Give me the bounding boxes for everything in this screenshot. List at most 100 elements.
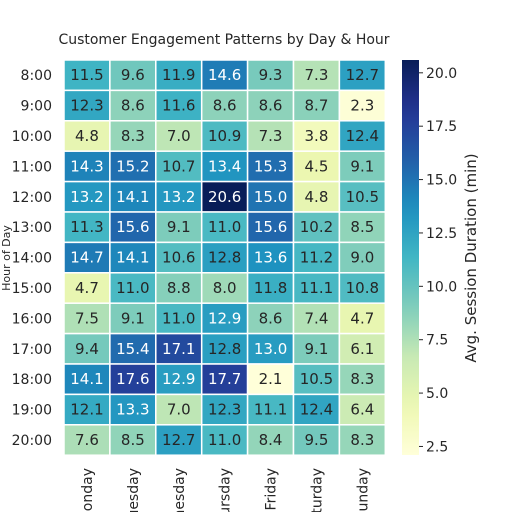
cell-value-label: 10.6	[162, 249, 195, 267]
x-tick-labels: Monday Tuesday Wednesday Thursday Friday Satu…	[80, 468, 371, 512]
x-tick-label: Tuesday	[126, 468, 142, 512]
cell-value-label: 13.4	[208, 157, 241, 175]
colorbar-tick-label: 12.5	[426, 226, 457, 242]
heatmap-cell	[338, 424, 387, 456]
cell-value-label: 17.7	[208, 370, 241, 388]
cell-value-label: 15.0	[254, 188, 287, 206]
cell-value-label: 11.1	[254, 401, 287, 419]
cell-value-label: 11.9	[162, 66, 195, 84]
cell-value-label: 8.7	[305, 97, 329, 115]
heatmap-cell	[292, 59, 341, 92]
cell-value-label: 14.1	[70, 370, 103, 388]
y-tick-label: 14:00	[12, 251, 52, 267]
cell-value-label: 10.9	[208, 127, 241, 145]
x-tick-label: Sunday	[355, 468, 371, 512]
cell-value-label: 11.6	[162, 97, 195, 115]
cell-value-label: 10.2	[300, 218, 333, 236]
y-tick-label: 10:00	[12, 129, 52, 145]
x-tick-label: Friday	[264, 468, 280, 510]
cell-value-label: 11.0	[162, 309, 195, 327]
cell-value-label: 10.5	[300, 370, 333, 388]
cell-value-label: 2.1	[259, 370, 283, 388]
colorbar-tick-label: 20.0	[426, 66, 457, 82]
heatmap-cell	[292, 180, 341, 213]
heatmap-cell	[200, 241, 249, 274]
cell-value-label: 9.1	[305, 340, 329, 358]
cell-value-label: 11.3	[70, 218, 103, 236]
heatmap-cell	[109, 211, 157, 244]
heatmap-cell	[292, 211, 341, 244]
y-tick-label: 13:00	[12, 220, 52, 236]
y-axis-label: Hour of Day	[0, 225, 13, 291]
heatmap-cell	[246, 424, 295, 456]
y-tick-labels: 8:00 9:00 10:00 11:00 12:00 13:00 14:00 15:00 16…	[12, 68, 52, 449]
y-tick-label: 20:00	[12, 433, 52, 449]
cell-value-label: 13.3	[116, 401, 149, 419]
heatmap-cell	[292, 332, 341, 365]
heatmap-cell	[200, 272, 249, 304]
heatmap-cell	[292, 302, 341, 335]
cell-value-label: 14.1	[116, 188, 149, 206]
heatmap-cell	[338, 272, 387, 304]
heatmap-cell	[200, 150, 249, 183]
cell-value-label: 13.2	[162, 188, 195, 206]
cell-value-label: 9.1	[350, 157, 374, 175]
cell-value-label: 14.7	[70, 249, 103, 267]
cell-value-label: 20.6	[208, 188, 241, 206]
heatmap-cell	[155, 302, 203, 335]
cell-value-label: 15.4	[116, 340, 149, 358]
heatmap-cell	[200, 89, 249, 122]
cell-value-label: 8.5	[350, 218, 374, 236]
cell-value-label: 10.8	[346, 279, 379, 297]
cell-value-label: 2.3	[350, 97, 374, 115]
cell-value-label: 12.7	[346, 66, 379, 84]
cell-value-label: 7.6	[75, 431, 99, 449]
cell-value-label: 8.5	[121, 431, 145, 449]
colorbar-tick-label: 2.5	[426, 439, 448, 455]
cell-value-label: 9.5	[305, 431, 329, 449]
cell-value-label: 10.7	[162, 157, 195, 175]
heatmap-cell	[292, 241, 341, 274]
cell-value-label: 10.5	[346, 188, 379, 206]
cell-value-label: 8.3	[350, 431, 374, 449]
cell-value-label: 9.1	[121, 309, 145, 327]
cell-value-label: 13.6	[254, 249, 287, 267]
y-tick-label: 9:00	[21, 99, 52, 115]
colorbar-tick-label: 10.0	[426, 279, 457, 295]
cell-value-label: 4.7	[350, 309, 374, 327]
cell-value-label: 7.3	[259, 127, 283, 145]
cell-value-label: 6.1	[350, 340, 374, 358]
cell-value-label: 12.9	[162, 370, 195, 388]
chart-title: Customer Engagement Patterns by Day & Ho…	[58, 32, 389, 48]
cell-value-label: 15.6	[254, 218, 287, 236]
cell-value-label: 15.2	[116, 157, 149, 175]
cell-value-label: 9.1	[167, 218, 191, 236]
cell-value-label: 12.4	[346, 127, 379, 145]
heatmap-cell	[63, 332, 111, 365]
heatmap-cell	[292, 89, 341, 122]
cell-value-label: 6.4	[350, 401, 374, 419]
y-tick-label: 18:00	[12, 372, 52, 388]
cell-value-label: 17.6	[116, 370, 149, 388]
cell-value-label: 11.5	[70, 66, 103, 84]
heatmap-cell	[338, 241, 387, 274]
heatmap-cell	[246, 120, 295, 152]
cell-value-label: 12.4	[300, 401, 333, 419]
colorbar-tick-label: 7.5	[426, 333, 448, 349]
cell-value-label: 8.6	[259, 309, 283, 327]
colorbar-gradient	[402, 60, 419, 455]
heatmap-cell	[338, 302, 387, 335]
heatmap-cell	[155, 150, 203, 183]
heatmap-cell	[246, 272, 295, 304]
x-tick-label: Thursday	[218, 468, 234, 512]
heatmap-cell	[292, 272, 341, 304]
heatmap-cell	[200, 120, 249, 152]
cell-value-label: 9.0	[350, 249, 374, 267]
cell-value-label: 7.4	[305, 309, 329, 327]
cell-value-label: 8.3	[121, 127, 145, 145]
cell-value-label: 4.8	[75, 127, 99, 145]
cell-value-label: 11.1	[300, 279, 333, 297]
cell-value-label: 12.3	[70, 97, 103, 115]
cell-value-label: 9.6	[121, 66, 145, 84]
